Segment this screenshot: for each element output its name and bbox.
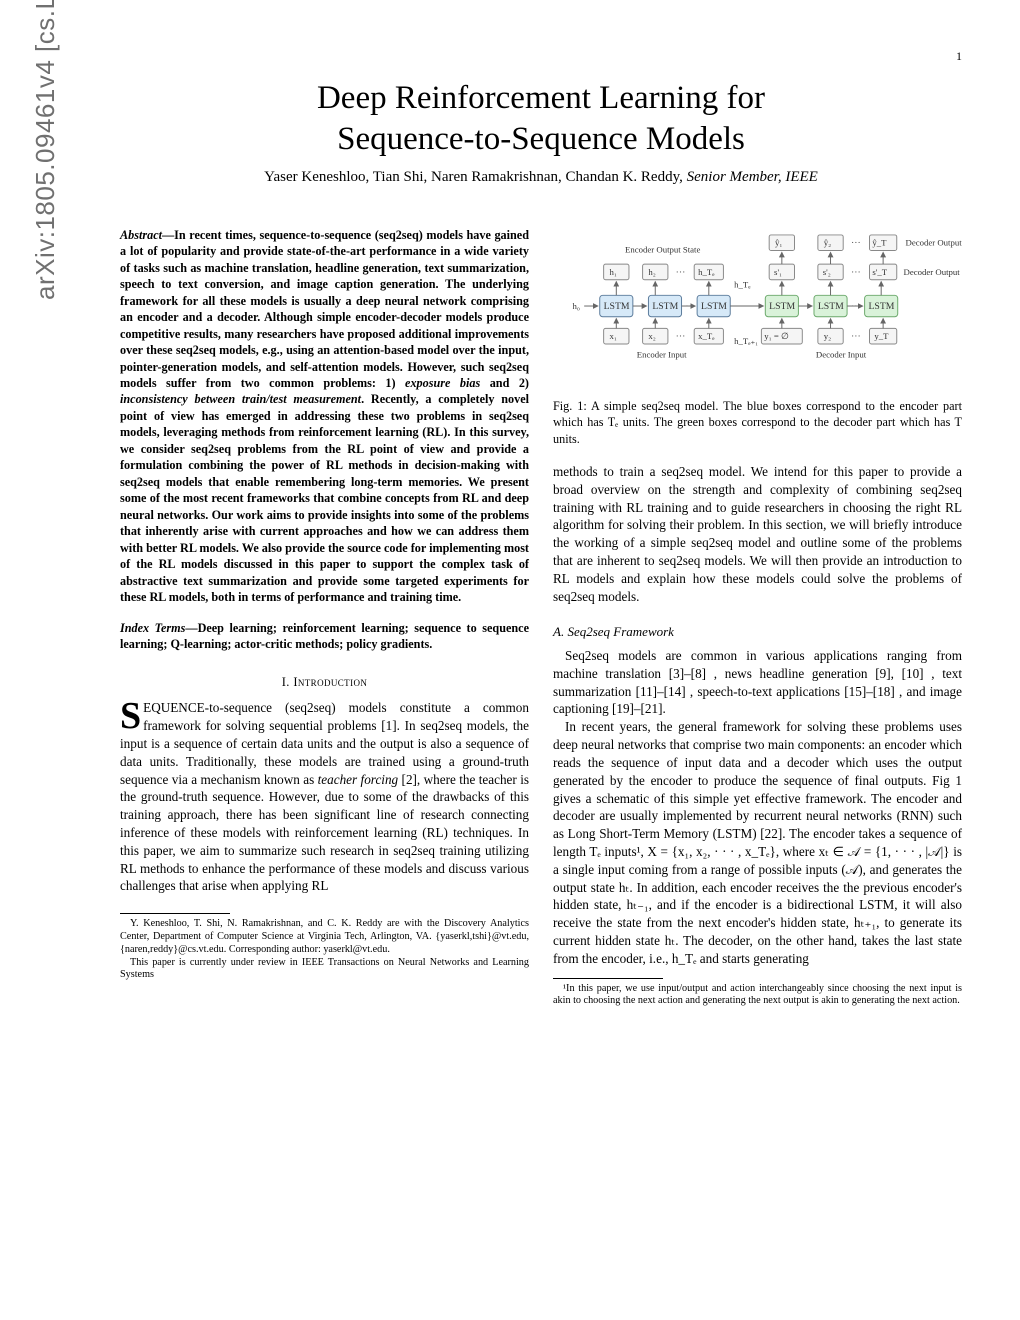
figure-1-caption: Fig. 1: A simple seq2seq model. The blue…: [553, 398, 962, 447]
dec-out-state-label: Decoder Output State: [904, 267, 962, 277]
svg-text:LSTM: LSTM: [869, 301, 895, 312]
footnote-rule-right: [553, 978, 663, 979]
left-column: Abstract—In recent times, sequence-to-se…: [120, 227, 529, 1008]
abstract-text-1: —In recent times, sequence-to-sequence (…: [120, 228, 529, 390]
dec-out-label: Decoder Output: [906, 237, 962, 247]
abstract-text-3: . Recently, a completely novel point of …: [120, 392, 529, 604]
svg-text:ŷ_T: ŷ_T: [872, 237, 887, 247]
author-names: Yaser Keneshloo, Tian Shi, Naren Ramakri…: [264, 169, 686, 185]
svg-text:y_T: y_T: [874, 331, 889, 341]
arxiv-identifier: arXiv:1805.09461v4 [cs.LG] 15 Apr 2019: [28, 0, 63, 300]
svg-text:ŷ₂: ŷ₂: [824, 237, 831, 247]
subsection-a-heading: A. Seq2seq Framework: [553, 623, 962, 641]
hTe-side: h_Tₑ: [734, 279, 751, 289]
two-column-layout: Abstract—In recent times, sequence-to-se…: [120, 227, 962, 1008]
footnote-right: ¹In this paper, we use input/output and …: [553, 983, 962, 1009]
author-line: Yaser Keneshloo, Tian Shi, Naren Ramakri…: [120, 167, 962, 187]
svg-text:s'₂: s'₂: [823, 267, 831, 277]
svg-text:···: ···: [676, 331, 686, 342]
index-terms-label: Index Terms: [120, 621, 185, 635]
svg-text:···: ···: [851, 331, 861, 342]
intro-paragraph: SEQUENCE-to-sequence (seq2seq) models co…: [120, 699, 529, 895]
footnote-affiliation: Y. Keneshloo, T. Shi, N. Ramakrishnan, a…: [120, 918, 529, 956]
hTe1-side: h_Tₑ₊₁: [734, 336, 758, 346]
footnote-review: This paper is currently under review in …: [120, 957, 529, 983]
svg-text:LSTM: LSTM: [769, 301, 795, 312]
svg-text:···: ···: [851, 237, 861, 248]
svg-text:y₂: y₂: [824, 331, 831, 341]
svg-text:s'_T: s'_T: [872, 267, 887, 277]
svg-text:ŷ₁: ŷ₁: [775, 237, 782, 247]
hTe-label: h_Tₑ: [698, 267, 715, 277]
ieee-membership: Senior Member, IEEE: [687, 169, 818, 185]
x2-label: x₂: [648, 331, 655, 341]
svg-text:LSTM: LSTM: [652, 301, 678, 312]
intro-text-2: [2], where the teacher is the ground-tru…: [120, 772, 529, 894]
svg-text:LSTM: LSTM: [818, 301, 844, 312]
index-terms-block: Index Terms—Deep learning; reinforcement…: [120, 620, 529, 653]
figure-1-diagram: h₁ h₂ ··· h_Tₑ Encoder Output State h₀ L…: [553, 227, 962, 387]
dec-input-label: Decoder Input: [816, 349, 867, 359]
dropcap-s: S: [120, 699, 143, 731]
section-1-heading: I. Introduction: [120, 674, 529, 691]
enc-input-label: Encoder Input: [637, 349, 687, 359]
right-para-2: Seq2seq models are common in various app…: [553, 647, 962, 718]
xTe-label: x_Tₑ: [698, 331, 715, 341]
abstract-label: Abstract: [120, 228, 162, 242]
svg-text:···: ···: [676, 267, 686, 278]
page-number: 1: [956, 48, 962, 64]
h1-label: h₁: [609, 267, 616, 277]
svg-text:LSTM: LSTM: [701, 301, 727, 312]
enc-out-state-label: Encoder Output State: [625, 244, 700, 254]
title-line1: Deep Reinforcement Learning for: [317, 80, 765, 116]
svg-text:LSTM: LSTM: [604, 301, 630, 312]
svg-text:y₁ = ∅: y₁ = ∅: [764, 331, 789, 341]
h2-label: h₂: [648, 267, 655, 277]
footnote-rule: [120, 913, 230, 914]
title-line2: Sequence-to-Sequence Models: [337, 121, 745, 157]
svg-text:···: ···: [851, 267, 861, 278]
paper-title: Deep Reinforcement Learning for Sequence…: [120, 78, 962, 161]
intro-em-teacher: teacher forcing: [318, 772, 399, 787]
abstract-em-exposure: exposure bias: [405, 376, 480, 390]
abstract-text-2: and 2): [480, 376, 529, 390]
h0-label: h₀: [572, 301, 579, 311]
svg-text:s'₁: s'₁: [774, 267, 782, 277]
abstract-block: Abstract—In recent times, sequence-to-se…: [120, 227, 529, 606]
right-para-3: In recent years, the general framework f…: [553, 718, 962, 967]
x1-label: x₁: [609, 331, 616, 341]
right-column: h₁ h₂ ··· h_Tₑ Encoder Output State h₀ L…: [553, 227, 962, 1008]
abstract-em-inconsistency: inconsistency between train/test measure…: [120, 392, 361, 406]
right-para-1: methods to train a seq2seq model. We int…: [553, 463, 962, 606]
